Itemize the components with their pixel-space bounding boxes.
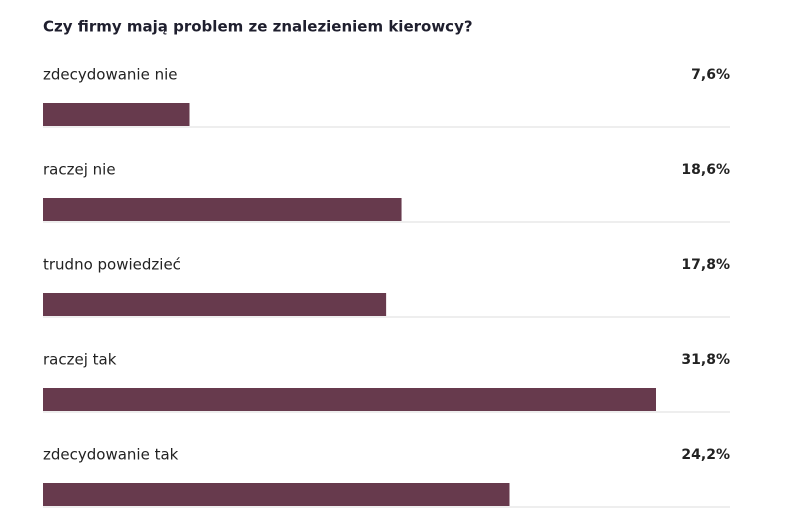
chart-title: Czy firmy mają problem ze znalezieniem k… <box>43 18 473 36</box>
value-label: 7,6% <box>691 67 730 83</box>
category-label: trudno powiedzieć <box>43 256 181 274</box>
value-label: 31,8% <box>681 352 730 368</box>
bar <box>43 198 402 221</box>
bar <box>43 483 510 506</box>
category-label: raczej nie <box>43 161 116 179</box>
value-label: 18,6% <box>681 162 730 178</box>
bar <box>43 293 387 316</box>
value-label: 24,2% <box>681 447 730 463</box>
category-label: zdecydowanie nie <box>43 66 177 84</box>
category-label: raczej tak <box>43 351 117 369</box>
value-label: 17,8% <box>681 257 730 273</box>
category-label: zdecydowanie tak <box>43 446 179 464</box>
bar <box>43 388 656 411</box>
bar <box>43 103 190 126</box>
